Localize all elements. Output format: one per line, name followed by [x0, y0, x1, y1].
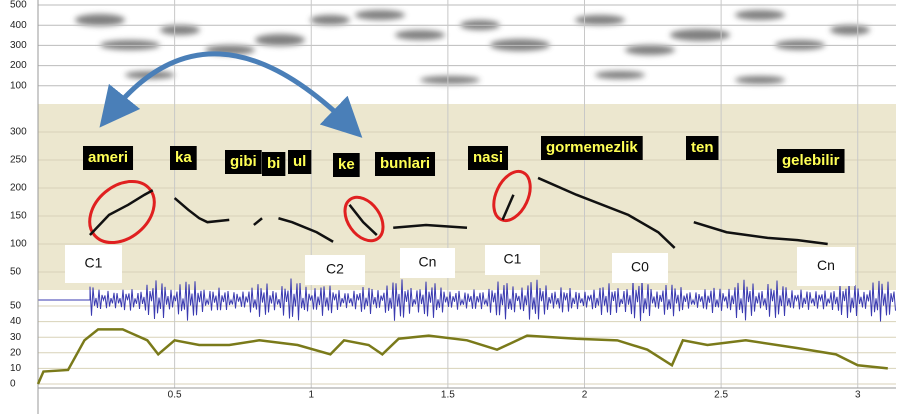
word: gormemezlik — [546, 139, 638, 156]
word: ul — [293, 153, 306, 170]
word-annotation: bi — [262, 152, 285, 176]
y-tick-label: 500 — [10, 0, 27, 11]
word-annotation: gelebilir — [777, 149, 845, 173]
y-tick-label: 20 — [10, 347, 22, 358]
word-annotation: ten — [686, 136, 719, 160]
label: C2 — [326, 261, 344, 277]
x-tick-label: 1.5 — [441, 390, 455, 401]
y-tick-label: 50 — [10, 301, 22, 312]
word: bunlari — [380, 155, 430, 172]
x-tick-label: 0.5 — [168, 390, 182, 401]
y-tick-label: 400 — [10, 20, 27, 31]
word: gibi — [230, 153, 257, 170]
word-annotation: ameri — [83, 146, 133, 170]
y-tick-label: 300 — [10, 40, 27, 51]
word: ka — [175, 149, 192, 166]
word: gelebilir — [782, 152, 840, 169]
word: nasi — [473, 149, 503, 166]
word: ke — [338, 156, 355, 173]
y-tick-label: 10 — [10, 363, 22, 374]
label: Cn — [817, 257, 835, 273]
x-tick-label: 2 — [582, 390, 588, 401]
label: C1 — [504, 251, 522, 267]
word-annotation: nasi — [468, 146, 508, 170]
word-annotation: ke — [333, 153, 360, 177]
page: {"chart_data": [ {"type": "spectrogram",… — [0, 0, 898, 414]
y-tick-label: 30 — [10, 332, 22, 343]
y-tick-label: 200 — [10, 60, 27, 71]
y-tick-label: 250 — [10, 155, 27, 166]
word: ameri — [88, 149, 128, 166]
x-tick-label: 3 — [855, 390, 861, 401]
word-annotation: gormemezlik — [541, 136, 643, 160]
label: C1 — [85, 255, 103, 271]
word: ten — [691, 139, 714, 156]
y-tick-label: 40 — [10, 316, 22, 327]
y-tick-label: 100 — [10, 239, 27, 250]
spectrogram — [75, 10, 870, 84]
y-tick-label: 50 — [10, 267, 22, 278]
y-tick-label: 300 — [10, 127, 27, 138]
label: C0 — [631, 259, 649, 275]
word-annotation: ul — [288, 150, 311, 174]
y-tick-label: 200 — [10, 183, 27, 194]
word-annotation: bunlari — [375, 152, 435, 176]
word-annotation: gibi — [225, 150, 262, 174]
x-tick-label: 2.5 — [714, 390, 728, 401]
word: bi — [267, 155, 280, 172]
speech-analysis: 10020030040050050100150200250300amerikag… — [0, 0, 898, 414]
word-annotation: ka — [170, 146, 197, 170]
y-tick-label: 0 — [10, 379, 16, 390]
x-tick-label: 1 — [308, 390, 314, 401]
y-tick-label: 100 — [10, 80, 27, 91]
y-tick-label: 150 — [10, 211, 27, 222]
label: Cn — [419, 254, 437, 270]
